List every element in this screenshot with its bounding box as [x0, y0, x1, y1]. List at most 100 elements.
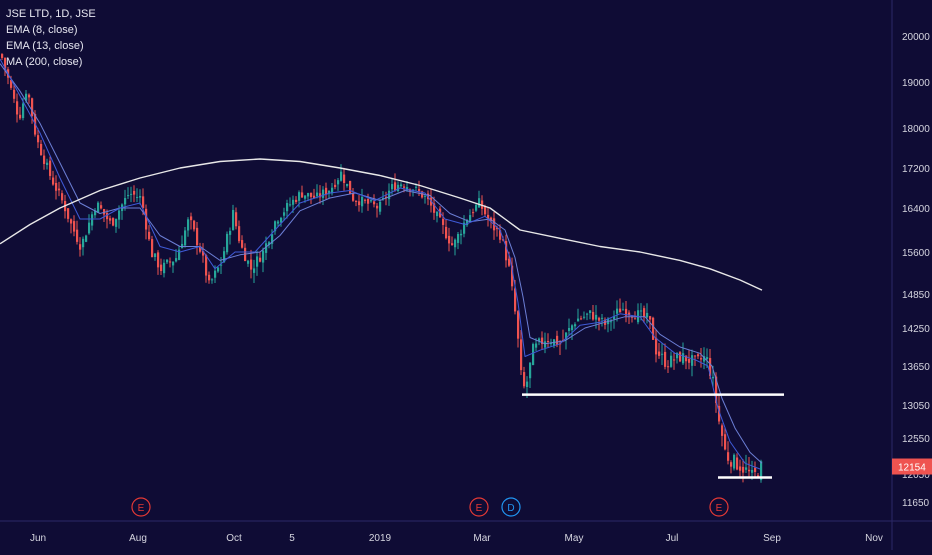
candle-body: [556, 335, 559, 346]
candle-body: [340, 171, 343, 181]
candle-body: [301, 192, 304, 198]
candle-body: [277, 221, 280, 224]
candle-body: [760, 461, 763, 481]
candle-body: [28, 94, 31, 98]
candle-body: [325, 187, 328, 195]
candle-body: [754, 467, 757, 472]
candle-body: [373, 201, 376, 205]
candle-body: [523, 372, 526, 387]
candle-body: [724, 434, 727, 450]
candle-body: [595, 314, 598, 320]
event-marker-dividend[interactable]: D: [501, 497, 521, 517]
candle-body: [13, 89, 16, 99]
candle-body: [307, 193, 310, 197]
candle-body: [667, 366, 670, 368]
event-circle: [709, 497, 729, 517]
candle-body: [292, 199, 295, 205]
candle-body: [364, 199, 367, 201]
candle-body: [625, 308, 628, 316]
candle-body: [574, 324, 577, 327]
chart-legend: JSE LTD, 1D, JSE EMA (8, close) EMA (13,…: [6, 6, 96, 70]
candle-body: [235, 212, 238, 227]
candle-body: [4, 57, 7, 69]
candle-body: [664, 351, 667, 367]
candle-body: [322, 189, 325, 198]
candle-body: [334, 184, 337, 188]
candle-body: [103, 209, 106, 215]
event-marker-earnings[interactable]: E: [131, 497, 151, 517]
event-marker-earnings[interactable]: E: [469, 497, 489, 517]
candle-body: [376, 205, 379, 209]
candle-body: [652, 317, 655, 340]
ema13-legend[interactable]: EMA (13, close): [6, 40, 84, 52]
candle-body: [382, 197, 385, 199]
candle-body: [511, 265, 514, 287]
candle-body: [205, 255, 208, 276]
symbol-label[interactable]: JSE LTD, 1D, JSE: [6, 8, 96, 20]
candle-body: [208, 274, 211, 281]
candle-body: [190, 216, 193, 221]
candle-body: [112, 218, 115, 226]
candle-body: [178, 249, 181, 260]
ema8-legend[interactable]: EMA (8, close): [6, 24, 78, 36]
last-price-tag: [892, 458, 932, 475]
candles-group: [1, 53, 763, 483]
ma200-legend[interactable]: MA (200, close): [6, 56, 83, 68]
y-tick-label: 14850: [902, 290, 930, 301]
candle-body: [262, 250, 265, 263]
candle-body: [202, 250, 205, 256]
candle-body: [682, 353, 685, 364]
candle-body: [313, 195, 316, 199]
candle-body: [46, 162, 49, 165]
candle-body: [706, 357, 709, 360]
candle-body: [748, 469, 751, 472]
candle-body: [460, 233, 463, 236]
candle-body: [721, 425, 724, 436]
candle-body: [265, 243, 268, 253]
candle-body: [316, 192, 319, 197]
candle-body: [304, 195, 307, 199]
candle-body: [196, 227, 199, 246]
candle-body: [520, 339, 523, 371]
candle-body: [151, 239, 154, 258]
candle-body: [670, 355, 673, 367]
candle-body: [70, 219, 73, 224]
candle-body: [622, 309, 625, 311]
candle-body: [22, 103, 25, 119]
candle-body: [298, 192, 301, 201]
candle-body: [109, 218, 112, 221]
candle-body: [469, 215, 472, 222]
candle-body: [379, 201, 382, 212]
candle-body: [442, 218, 445, 225]
candle-body: [274, 221, 277, 232]
y-tick-label: 17200: [902, 164, 930, 175]
candle-body: [463, 222, 466, 234]
candle-body: [370, 200, 373, 202]
candle-body: [697, 354, 700, 357]
candle-body: [475, 204, 478, 211]
y-tick-label: 11650: [902, 498, 930, 509]
candle-body: [727, 452, 730, 461]
candle-body: [580, 318, 583, 320]
candle-body: [94, 210, 97, 216]
candle-body: [127, 195, 130, 197]
candle-body: [160, 264, 163, 272]
candle-body: [253, 268, 256, 273]
candle-body: [709, 358, 712, 376]
candle-body: [343, 174, 346, 183]
candle-body: [418, 188, 421, 192]
candle-body: [529, 362, 532, 379]
candle-body: [445, 226, 448, 239]
candle-body: [142, 196, 145, 208]
candle-body: [58, 188, 61, 191]
x-tick-label: 5: [289, 533, 295, 544]
candle-body: [685, 355, 688, 362]
x-tick-label: Mar: [473, 533, 491, 544]
candle-body: [331, 187, 334, 194]
candle-body: [733, 454, 736, 469]
candle-body: [601, 317, 604, 319]
event-marker-earnings[interactable]: E: [709, 497, 729, 517]
candle-body: [586, 313, 589, 315]
